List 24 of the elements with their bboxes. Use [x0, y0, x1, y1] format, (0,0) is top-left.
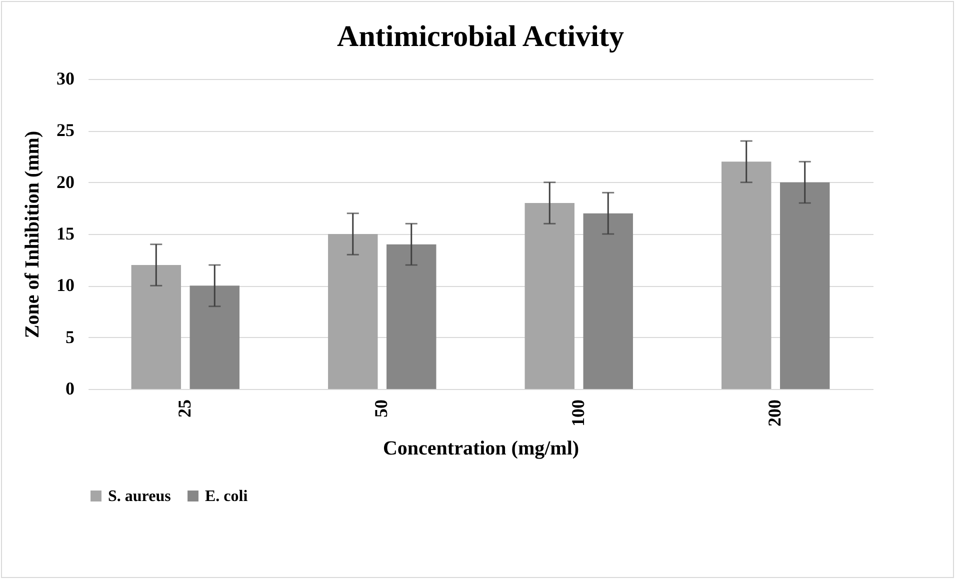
legend-label: E. coli — [205, 488, 248, 505]
x-tick-label: 25 — [174, 400, 194, 418]
bar — [722, 162, 772, 389]
legend-label: S. aureus — [108, 488, 171, 505]
x-tick-label: 100 — [568, 400, 588, 426]
x-tick-label: 50 — [371, 400, 392, 418]
bar — [386, 244, 436, 389]
bar — [131, 265, 181, 389]
y-axis-title: Zone of Inhibition (mm) — [22, 130, 44, 338]
y-tick-label: 30 — [56, 68, 74, 88]
bar — [780, 182, 830, 389]
bar — [328, 234, 378, 389]
y-tick-label: 25 — [56, 120, 74, 140]
x-axis-title: Concentration (mg/ml) — [382, 438, 580, 460]
y-tick-label: 10 — [56, 275, 74, 296]
bar — [524, 203, 574, 389]
bar — [583, 213, 633, 389]
chart-title: Antimicrobial Activity — [337, 20, 624, 53]
y-tick-label: 15 — [56, 224, 74, 244]
y-tick-label: 0 — [66, 378, 74, 398]
y-tick-label: 20 — [56, 172, 74, 192]
y-tick-label: 5 — [66, 326, 74, 347]
bar — [190, 286, 240, 389]
x-tick-label: 200 — [764, 400, 785, 426]
